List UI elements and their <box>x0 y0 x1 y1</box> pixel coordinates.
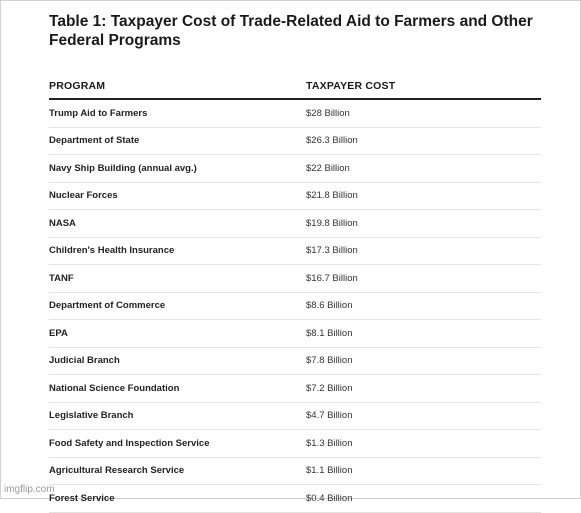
table-row: Food Safety and Inspection Service $1.3 B… <box>49 430 541 458</box>
column-header-cost: TAXPAYER COST <box>306 80 396 92</box>
cost-cell: $0.4 Billion <box>306 492 353 504</box>
program-cell: Agricultural Research Service <box>49 465 185 477</box>
cost-cell: $4.7 Billion <box>306 410 353 422</box>
program-cell: Children's Health Insurance <box>49 245 175 257</box>
program-cell: Nuclear Forces <box>49 190 118 202</box>
cost-cell: $28 Billion <box>306 107 350 119</box>
table-row: Agricultural Research Service $1.1 Billio… <box>49 458 541 485</box>
program-cell: Food Safety and Inspection Service <box>49 437 210 449</box>
cost-cell: $21.8 Billion <box>306 190 358 202</box>
cost-cell: $16.7 Billion <box>306 272 358 284</box>
table-row: TANF $16.7 Billion <box>49 265 541 293</box>
cost-cell: $7.2 Billion <box>306 382 353 394</box>
table-row: National Science Foundation $7.2 Billion <box>49 375 541 403</box>
table-row: Trump Aid to Farmers $28 Billion <box>49 100 541 128</box>
cost-cell: $8.6 Billion <box>306 300 353 312</box>
table-header: PROGRAM TAXPAYER COST <box>49 74 541 100</box>
table-row: Department of Commerce $8.6 Billion <box>49 293 541 320</box>
cost-table: PROGRAM TAXPAYER COST Trump Aid to Farme… <box>49 74 541 513</box>
program-cell: Department of Commerce <box>49 300 166 312</box>
program-cell: Legislative Branch <box>49 410 134 422</box>
program-cell: Trump Aid to Farmers <box>49 107 148 119</box>
program-cell: Department of State <box>49 135 140 147</box>
program-cell: Navy Ship Building (annual avg.) <box>49 162 197 174</box>
program-cell: Forest Service <box>49 492 115 504</box>
program-cell: EPA <box>49 327 68 339</box>
table-row: Navy Ship Building (annual avg.) $22 Bill… <box>49 155 541 183</box>
table-body: Trump Aid to Farmers $28 Billion Departmen… <box>49 100 541 513</box>
table-title: Table 1: Taxpayer Cost of Trade-Related … <box>49 13 533 49</box>
cost-cell: $1.3 Billion <box>306 437 353 449</box>
table-row: Department of State $26.3 Billion <box>49 128 541 155</box>
watermark: imgflip.com <box>4 484 55 495</box>
table-row: EPA $8.1 Billion <box>49 320 541 348</box>
table-row: Legislative Branch $4.7 Billion <box>49 403 541 430</box>
table-row: NASA $19.8 Billion <box>49 210 541 238</box>
program-cell: Judicial Branch <box>49 355 120 367</box>
cost-cell: $8.1 Billion <box>306 327 353 339</box>
program-cell: National Science Foundation <box>49 382 180 394</box>
cost-cell: $7.8 Billion <box>306 355 353 367</box>
table-row: Nuclear Forces $21.8 Billion <box>49 183 541 210</box>
cost-cell: $17.3 Billion <box>306 245 358 257</box>
cost-cell: $22 Billion <box>306 162 350 174</box>
table-row: Judicial Branch $7.8 Billion <box>49 348 541 375</box>
column-header-program: PROGRAM <box>49 80 106 92</box>
table-row: Children's Health Insurance $17.3 Billion <box>49 238 541 265</box>
cost-cell: $19.8 Billion <box>306 217 358 229</box>
program-cell: NASA <box>49 217 76 229</box>
program-cell: TANF <box>49 272 74 284</box>
cost-cell: $1.1 Billion <box>306 465 353 477</box>
cost-cell: $26.3 Billion <box>306 135 358 147</box>
